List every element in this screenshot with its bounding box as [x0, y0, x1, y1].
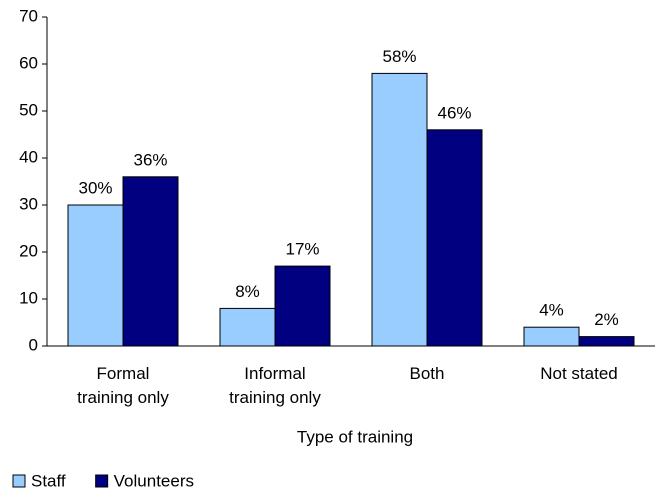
legend-label: Staff [31, 471, 66, 490]
y-tick-label: 40 [19, 147, 38, 166]
y-tick-label: 70 [19, 6, 38, 25]
x-tick-label: Both [409, 364, 445, 383]
value-label: 4% [539, 301, 564, 320]
value-label: 30% [78, 178, 112, 197]
value-label: 46% [437, 103, 471, 122]
value-label: 8% [235, 282, 260, 301]
value-label: 17% [285, 240, 319, 259]
bar [219, 307, 276, 347]
bar [371, 72, 428, 347]
bar [523, 326, 580, 347]
bar [578, 336, 635, 347]
y-tick-label: 20 [19, 241, 38, 260]
bar [67, 204, 124, 347]
legend-swatch [95, 474, 109, 488]
x-tick-label: Formal training only [77, 364, 169, 407]
y-tick-label: 60 [19, 53, 38, 72]
x-tick-label: Not stated [540, 364, 618, 383]
x-axis-title: Type of training [297, 427, 413, 446]
bar [426, 129, 483, 347]
legend-swatch [12, 474, 26, 488]
bar [274, 265, 331, 347]
y-tick-label: 0 [29, 335, 38, 354]
x-tick-label: Informal training only [229, 364, 321, 407]
y-tick-label: 50 [19, 100, 38, 119]
value-label: 2% [594, 310, 619, 329]
bar [122, 176, 179, 347]
value-label: 36% [133, 150, 167, 169]
y-tick-label: 30 [19, 194, 38, 213]
y-tick-label: 10 [19, 288, 38, 307]
legend-label: Volunteers [114, 471, 194, 490]
value-label: 58% [382, 47, 416, 66]
